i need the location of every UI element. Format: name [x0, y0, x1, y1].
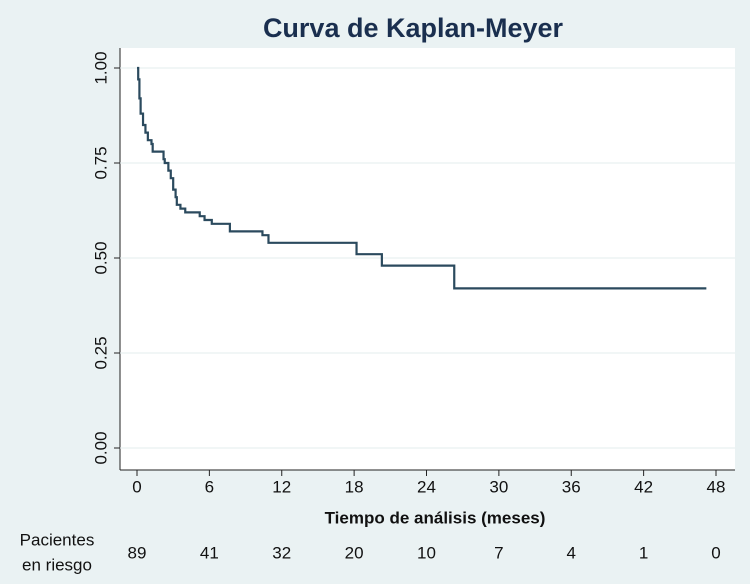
y-tick-label: 1.00	[91, 51, 110, 84]
y-tick-label: 0.50	[91, 241, 110, 274]
at-risk-count: 4	[567, 543, 576, 562]
x-axis-label: Tiempo de análisis (meses)	[325, 508, 546, 527]
at-risk-count: 10	[417, 543, 436, 562]
at-risk-count: 20	[345, 543, 364, 562]
y-tick-label: 0.25	[91, 336, 110, 369]
at-risk-count: 32	[272, 543, 291, 562]
at-risk-count: 0	[711, 543, 720, 562]
chart-title: Curva de Kaplan-Meyer	[263, 13, 564, 43]
at-risk-count: 1	[639, 543, 648, 562]
x-tick-label: 24	[417, 477, 436, 496]
risk-label: Pacientes	[20, 530, 95, 549]
at-risk-count: 89	[128, 543, 147, 562]
x-tick-label: 12	[272, 477, 291, 496]
plot-area	[120, 48, 735, 470]
x-tick-label: 36	[562, 477, 581, 496]
risk-label: en riesgo	[22, 555, 92, 574]
y-tick-label: 0.00	[91, 431, 110, 464]
x-tick-label: 48	[707, 477, 726, 496]
survival-curve	[137, 66, 707, 290]
x-tick-label: 30	[489, 477, 508, 496]
x-tick-label: 0	[132, 477, 141, 496]
at-risk-count: 41	[200, 543, 219, 562]
at-risk-count: 7	[494, 543, 503, 562]
x-tick-label: 18	[345, 477, 364, 496]
y-tick-label: 0.75	[91, 146, 110, 179]
x-tick-label: 6	[205, 477, 214, 496]
x-tick-label: 42	[634, 477, 653, 496]
